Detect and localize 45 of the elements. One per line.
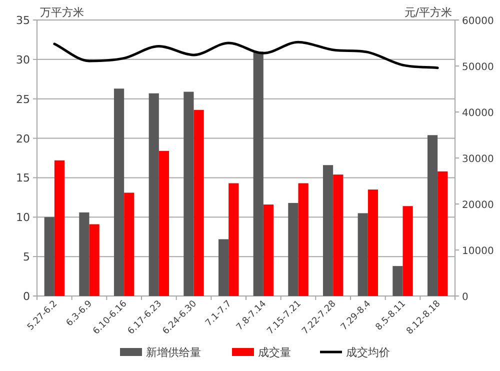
y2-tick-label: 60000 [462,16,494,27]
y2-axis-title: 元/平方米 [404,6,452,19]
bar [44,217,54,296]
y-tick-label: 15 [16,172,30,185]
y-tick-label: 5 [23,250,30,264]
line-series [53,40,439,70]
bar [114,88,124,296]
bar [438,171,448,296]
y-axis-title: 万平方米 [40,6,84,19]
legend-label: 成交均价 [346,346,390,359]
bar [333,174,344,296]
y-tick-label: 30 [16,53,30,66]
bar [194,110,204,296]
y-tick-label: 20 [16,132,30,146]
bar [184,92,194,296]
y2-tick-label: 40000 [462,108,494,119]
bar [288,202,298,296]
bar [253,52,264,296]
y-tick-label: 25 [16,92,30,106]
bar [228,183,239,296]
y2-tick-label: 30000 [462,154,494,165]
bar [358,213,368,296]
bar [79,212,90,296]
bar [158,150,170,296]
legend-label: 新增供给量 [146,346,201,359]
y-tick-label: 35 [16,14,30,27]
y-tick-label: 10 [16,211,30,224]
y-tick-label: 0 [23,290,30,303]
bar [263,204,274,296]
bar [402,206,413,296]
bar [148,93,159,296]
y2-tick-label: 50000 [462,62,494,73]
bar [54,160,65,296]
bar [427,135,438,296]
bar [89,224,100,296]
y2-tick-label: 0 [462,292,468,303]
y2-tick-label: 10000 [462,246,494,257]
bar [392,266,403,296]
y2-tick-label: 20000 [462,200,494,211]
bar [298,183,308,296]
legend-label: 成交量 [258,346,291,359]
bar [218,239,229,296]
bar [124,192,134,296]
bar [368,190,378,296]
bar [322,165,334,296]
